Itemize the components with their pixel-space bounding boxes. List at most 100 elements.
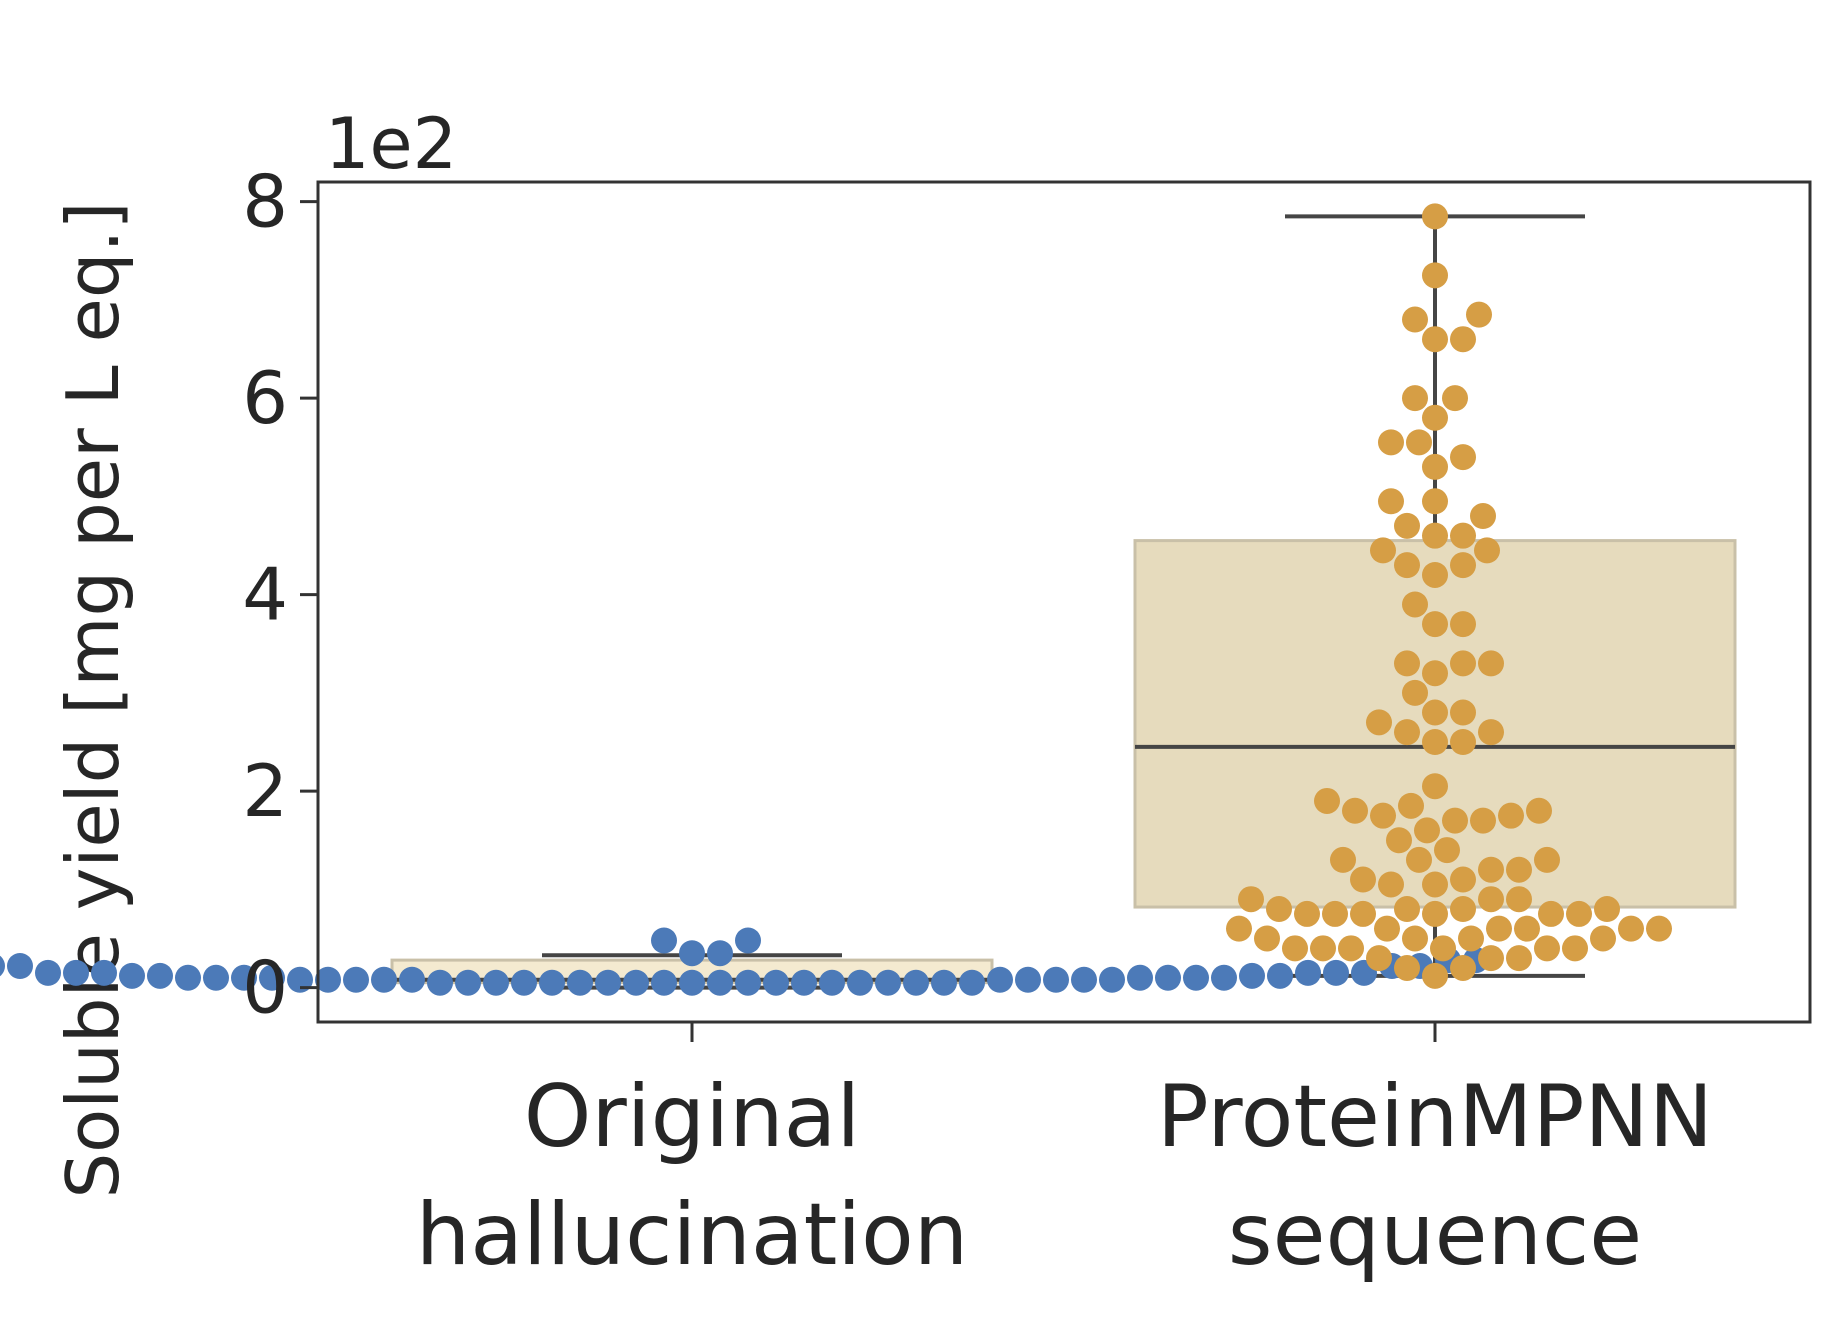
data-point	[1618, 915, 1644, 942]
data-point	[35, 959, 61, 986]
data-point	[1442, 385, 1468, 412]
data-point	[1366, 945, 1392, 972]
data-point	[875, 969, 901, 996]
y-tick-label: 6	[242, 356, 288, 440]
data-point	[91, 959, 117, 986]
data-point	[1402, 385, 1428, 412]
data-point	[1450, 896, 1476, 923]
swarm-points	[0, 203, 1672, 996]
data-point	[651, 969, 677, 996]
data-point	[1350, 900, 1376, 927]
data-point	[1338, 935, 1364, 962]
data-point	[1422, 729, 1448, 755]
data-point	[1406, 846, 1432, 873]
data-point	[1430, 935, 1456, 962]
data-point	[1534, 935, 1560, 962]
data-point	[1422, 660, 1448, 687]
data-point	[1538, 900, 1564, 927]
data-point	[1450, 699, 1476, 726]
data-point	[1422, 262, 1448, 289]
data-point	[1043, 966, 1069, 993]
data-point	[1378, 488, 1404, 515]
data-point	[1422, 203, 1448, 230]
data-point	[1590, 925, 1616, 952]
y-axis-label: Soluble yield [mg per L eq.]	[51, 201, 135, 1198]
data-point	[1238, 886, 1264, 913]
data-point	[679, 940, 705, 967]
data-point	[1322, 900, 1348, 927]
y-tick-label: 2	[242, 749, 288, 833]
data-point	[959, 969, 985, 996]
data-point	[483, 969, 509, 996]
data-point	[567, 969, 593, 996]
data-point	[1099, 966, 1125, 993]
data-point	[1394, 719, 1420, 746]
data-point	[791, 969, 817, 996]
data-point	[1450, 729, 1476, 755]
data-point	[1422, 611, 1448, 638]
x-tick-label: Original	[524, 1067, 861, 1167]
data-point	[1478, 945, 1504, 972]
data-point	[147, 962, 173, 989]
data-point	[1394, 552, 1420, 579]
data-point	[1402, 679, 1428, 706]
data-point	[1422, 699, 1448, 726]
data-point	[623, 969, 649, 996]
data-point	[427, 969, 453, 996]
data-point	[735, 927, 761, 954]
data-point	[707, 969, 733, 996]
data-point	[1422, 488, 1448, 515]
y-axis: 0 2 4 6 8	[242, 160, 318, 1030]
data-point	[1646, 915, 1672, 942]
y-offset-label: 1e2	[325, 103, 457, 185]
data-point	[539, 969, 565, 996]
y-axis-title: Soluble yield [mg per L eq.]	[51, 201, 135, 1198]
data-point	[1155, 964, 1181, 991]
data-point	[1478, 886, 1504, 913]
data-point	[175, 964, 201, 991]
data-point	[1450, 326, 1476, 353]
data-point	[1378, 871, 1404, 898]
data-point	[1394, 954, 1420, 981]
data-point	[1267, 962, 1293, 989]
data-point	[1394, 512, 1420, 539]
data-point	[119, 962, 145, 989]
data-point	[763, 969, 789, 996]
data-point	[1394, 896, 1420, 923]
data-point	[1378, 429, 1404, 456]
data-point	[1422, 900, 1448, 927]
data-point	[1071, 966, 1097, 993]
data-point	[1422, 962, 1448, 989]
data-point	[1183, 964, 1209, 991]
data-point	[63, 959, 89, 986]
data-point	[931, 969, 957, 996]
data-point	[1414, 817, 1440, 844]
data-point	[1506, 886, 1532, 913]
data-point	[1350, 866, 1376, 893]
data-point	[1314, 787, 1340, 814]
box-layer	[390, 214, 1737, 990]
data-point	[1594, 896, 1620, 923]
data-point	[819, 969, 845, 996]
data-point	[0, 955, 5, 977]
data-point	[1282, 935, 1308, 962]
data-point	[1386, 827, 1412, 854]
data-point	[1450, 866, 1476, 893]
data-point	[847, 969, 873, 996]
data-point	[315, 966, 341, 993]
data-point	[203, 964, 229, 991]
data-point	[1422, 773, 1448, 800]
data-point	[1422, 522, 1448, 549]
data-point	[735, 969, 761, 996]
data-point	[1422, 404, 1448, 431]
data-point	[1450, 650, 1476, 677]
data-point	[1422, 561, 1448, 588]
data-point	[1478, 719, 1504, 746]
plot-frame	[316, 180, 1812, 1024]
data-point	[595, 969, 621, 996]
data-point	[1442, 807, 1468, 834]
data-point	[1498, 802, 1524, 829]
data-point	[1474, 537, 1500, 564]
data-point	[1254, 925, 1280, 952]
